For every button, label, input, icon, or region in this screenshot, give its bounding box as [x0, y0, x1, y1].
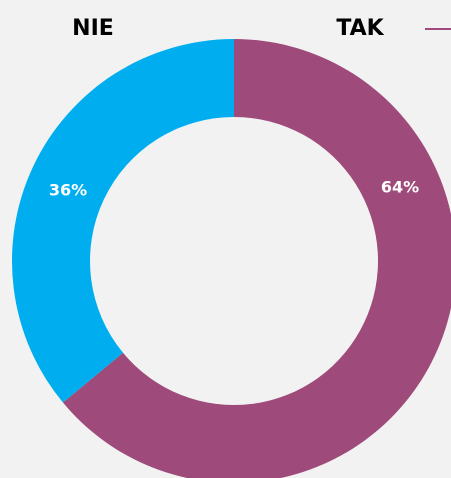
- data-label: 64%: [381, 178, 419, 197]
- data-label: 36%: [49, 181, 87, 200]
- category-label: NIE: [72, 16, 114, 41]
- category-label: TAK: [336, 16, 384, 41]
- donut-segment: [11, 39, 234, 403]
- donut-segment: [62, 39, 451, 478]
